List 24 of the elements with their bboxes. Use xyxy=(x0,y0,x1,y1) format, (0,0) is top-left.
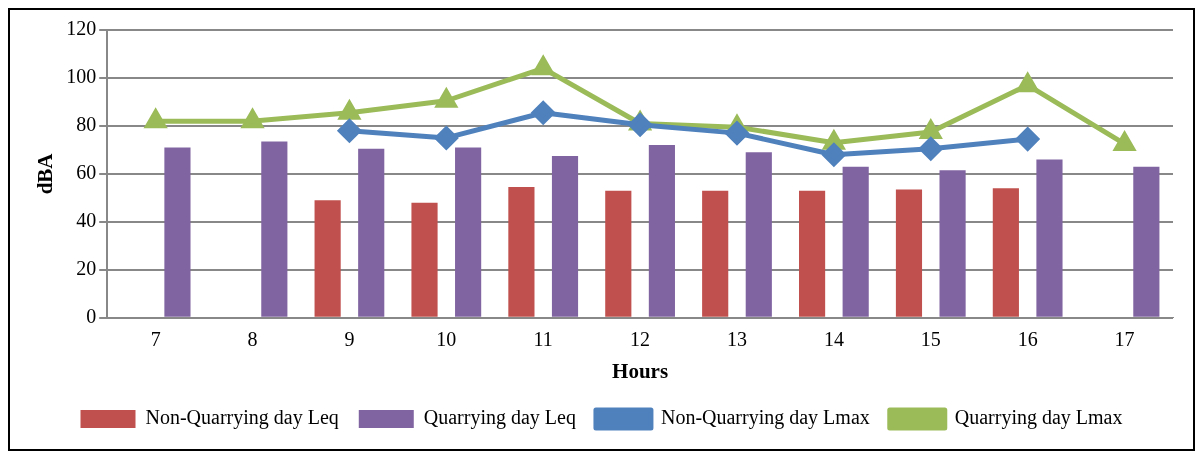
legend-label: Non-Quarrying day Lmax xyxy=(660,406,870,430)
x-tick-label: 8 xyxy=(247,328,258,351)
x-tick-label: 7 xyxy=(150,328,161,351)
legend-label: Non-Quarrying day Leq xyxy=(145,406,339,430)
x-tick-label: 17 xyxy=(1114,328,1135,351)
x-tick-label: 12 xyxy=(630,328,651,351)
x-tick-label: 11 xyxy=(533,328,553,351)
x-tick-label: 10 xyxy=(436,328,457,351)
y-tick-label: 0 xyxy=(86,305,97,328)
y-tick-label: 80 xyxy=(76,113,97,136)
y-tick-label: 40 xyxy=(76,209,97,232)
x-tick-label: 16 xyxy=(1017,328,1038,351)
x-tick-label: 14 xyxy=(823,328,844,351)
y-axis-title: dBA xyxy=(33,152,58,195)
x-tick-label: 9 xyxy=(344,328,355,351)
y-tick-label: 100 xyxy=(66,65,97,88)
x-axis-title: Hours xyxy=(612,358,669,383)
x-tick-label: 13 xyxy=(726,328,747,351)
legend-label: Quarrying day Leq xyxy=(423,406,576,430)
y-tick-label: 20 xyxy=(76,257,97,280)
x-tick-label: 15 xyxy=(920,328,941,351)
y-tick-label: 120 xyxy=(66,17,97,40)
y-tick-label: 60 xyxy=(76,161,97,184)
legend-label: Quarrying day Lmax xyxy=(954,406,1123,430)
